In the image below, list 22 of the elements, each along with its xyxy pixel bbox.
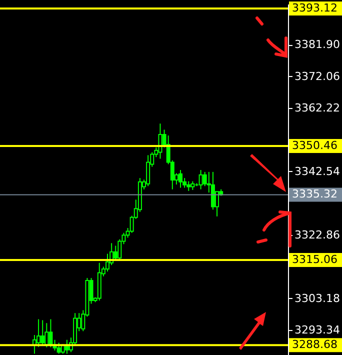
candlestick bbox=[56, 342, 61, 354]
candlestick bbox=[40, 320, 45, 346]
y-tick-label: 3362.22 bbox=[294, 102, 340, 115]
y-tick-label: 3303.18 bbox=[294, 292, 340, 305]
ref-line-label: 3335.32 bbox=[292, 188, 338, 201]
candlestick bbox=[44, 322, 49, 348]
candlestick bbox=[48, 318, 53, 348]
y-tick-label: 3293.34 bbox=[294, 324, 340, 337]
y-tick-label: 3322.86 bbox=[294, 228, 340, 242]
ref-line-label: 3350.46 bbox=[292, 138, 338, 152]
ref-line-label: 3315.06 bbox=[292, 253, 338, 266]
candlestick bbox=[210, 171, 215, 210]
y-tick-label: 3381.90 bbox=[294, 38, 340, 52]
candlestick bbox=[198, 169, 203, 190]
ref-line-label: 3288.68 bbox=[292, 338, 338, 352]
y-tick-label: 3372.06 bbox=[294, 70, 340, 83]
ref-line-label: 3393.12 bbox=[292, 1, 338, 14]
y-tick-label: 3342.54 bbox=[294, 164, 340, 178]
candlestick bbox=[146, 154, 150, 187]
candlestick bbox=[186, 180, 191, 192]
candlestick bbox=[158, 123, 162, 160]
candlestick bbox=[178, 169, 183, 188]
